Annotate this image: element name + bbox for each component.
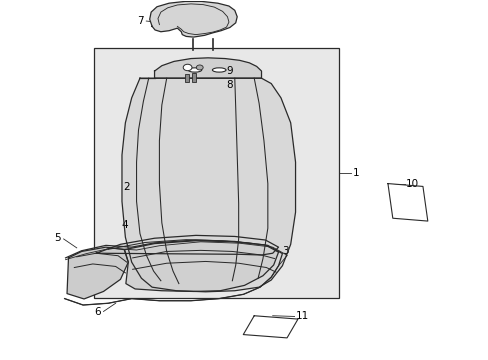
Text: 4: 4 <box>121 220 127 230</box>
Text: 8: 8 <box>225 80 232 90</box>
Polygon shape <box>243 316 297 338</box>
Text: 11: 11 <box>295 311 308 321</box>
Polygon shape <box>387 184 427 221</box>
Text: 5: 5 <box>55 233 61 243</box>
Text: 9: 9 <box>225 66 232 76</box>
Bar <box>185 74 188 82</box>
Polygon shape <box>149 1 237 37</box>
Text: 7: 7 <box>137 16 143 26</box>
Ellipse shape <box>188 68 201 72</box>
Bar <box>94 48 339 298</box>
Polygon shape <box>96 235 278 255</box>
Text: 1: 1 <box>352 168 358 178</box>
Text: 10: 10 <box>405 179 418 189</box>
Text: 6: 6 <box>94 307 101 317</box>
Text: 2: 2 <box>123 182 130 192</box>
Polygon shape <box>67 247 128 299</box>
Circle shape <box>183 64 192 71</box>
Text: 3: 3 <box>282 246 288 256</box>
Circle shape <box>196 65 203 70</box>
Polygon shape <box>154 58 261 78</box>
Polygon shape <box>122 78 295 292</box>
Polygon shape <box>124 241 278 292</box>
Bar <box>192 73 196 82</box>
Ellipse shape <box>212 68 225 72</box>
